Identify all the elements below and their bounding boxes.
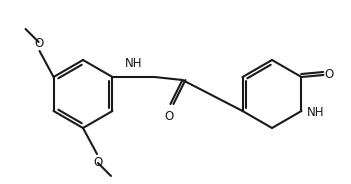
Text: NH: NH (307, 107, 324, 119)
Text: O: O (34, 37, 43, 50)
Text: O: O (165, 110, 174, 123)
Text: O: O (93, 156, 102, 169)
Text: O: O (325, 68, 334, 82)
Text: NH: NH (125, 57, 142, 70)
